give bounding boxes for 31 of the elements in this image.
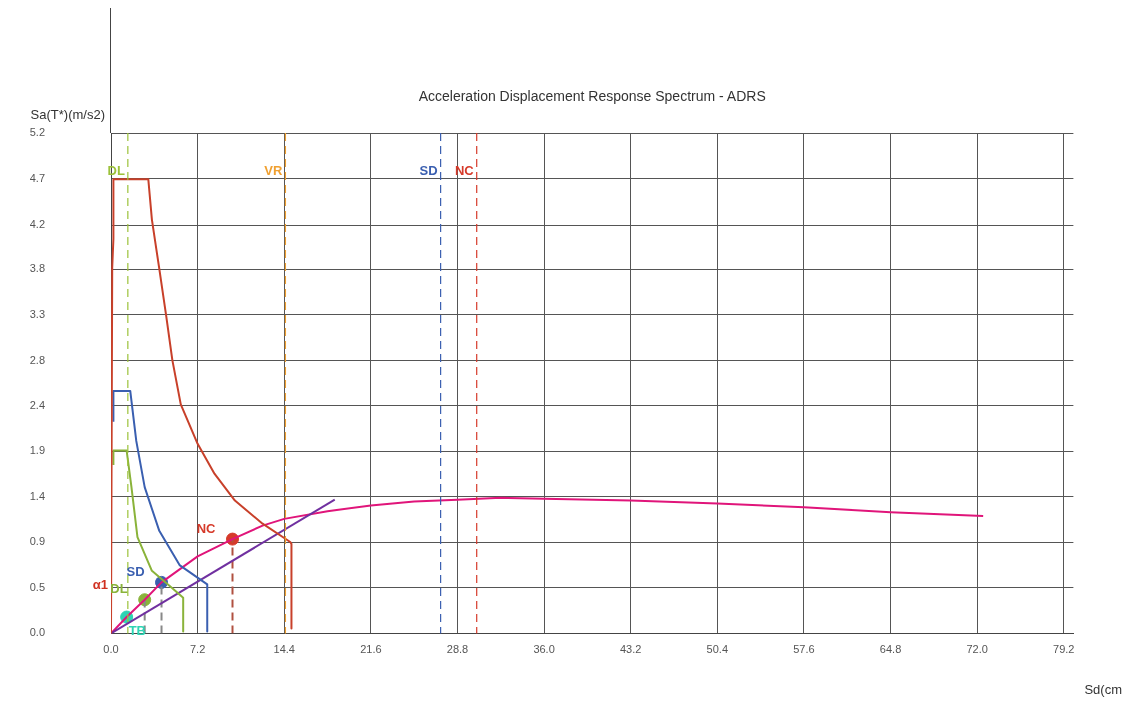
x-tick-label: 79.2	[1053, 643, 1075, 656]
y-tick-label: 0.5	[29, 580, 45, 593]
ref-line-label: SD	[419, 162, 438, 178]
x-tick-label: 28.8	[446, 643, 469, 656]
y-tick-label: 4.7	[29, 171, 45, 184]
y-tick-label: 0.0	[29, 626, 45, 639]
y-tick-label: 3.3	[29, 308, 45, 320]
annotation: SD	[126, 563, 145, 579]
text: α1	[92, 576, 108, 592]
x-tick-label: 57.6	[793, 643, 815, 656]
ref-line-label: VR	[264, 162, 284, 178]
x-tick-label: 7.2	[189, 643, 206, 656]
y-tick-label: 1.9	[29, 444, 45, 457]
chart-title: Acceleration Displacement Response Spectrum - ADRS	[418, 87, 766, 104]
y-tick-label: 3.8	[29, 262, 45, 275]
x-tick-label: 43.2	[619, 643, 642, 656]
x-tick-label: 0.0	[103, 643, 119, 656]
y-tick-label: 0.9	[29, 535, 45, 548]
y-tick-label: 2.4	[29, 398, 45, 411]
x-tick-label: 50.4	[706, 643, 729, 656]
y-tick-label: 5.2	[29, 126, 45, 139]
y-tick-label: 2.8	[29, 353, 45, 366]
x-tick-label: 21.6	[360, 643, 382, 656]
x-axis-title: Sd(cm	[1084, 681, 1122, 697]
y-tick-label: 4.2	[29, 218, 45, 231]
x-tick-label: 64.8	[879, 643, 902, 656]
y-tick-label: 1.4	[29, 489, 45, 502]
x-tick-label: 72.0	[966, 643, 988, 656]
x-tick-label: 36.0	[533, 643, 555, 656]
y-axis-title: Sa(T*)(m/s2)	[30, 106, 105, 122]
x-tick-label: 14.4	[273, 643, 295, 656]
